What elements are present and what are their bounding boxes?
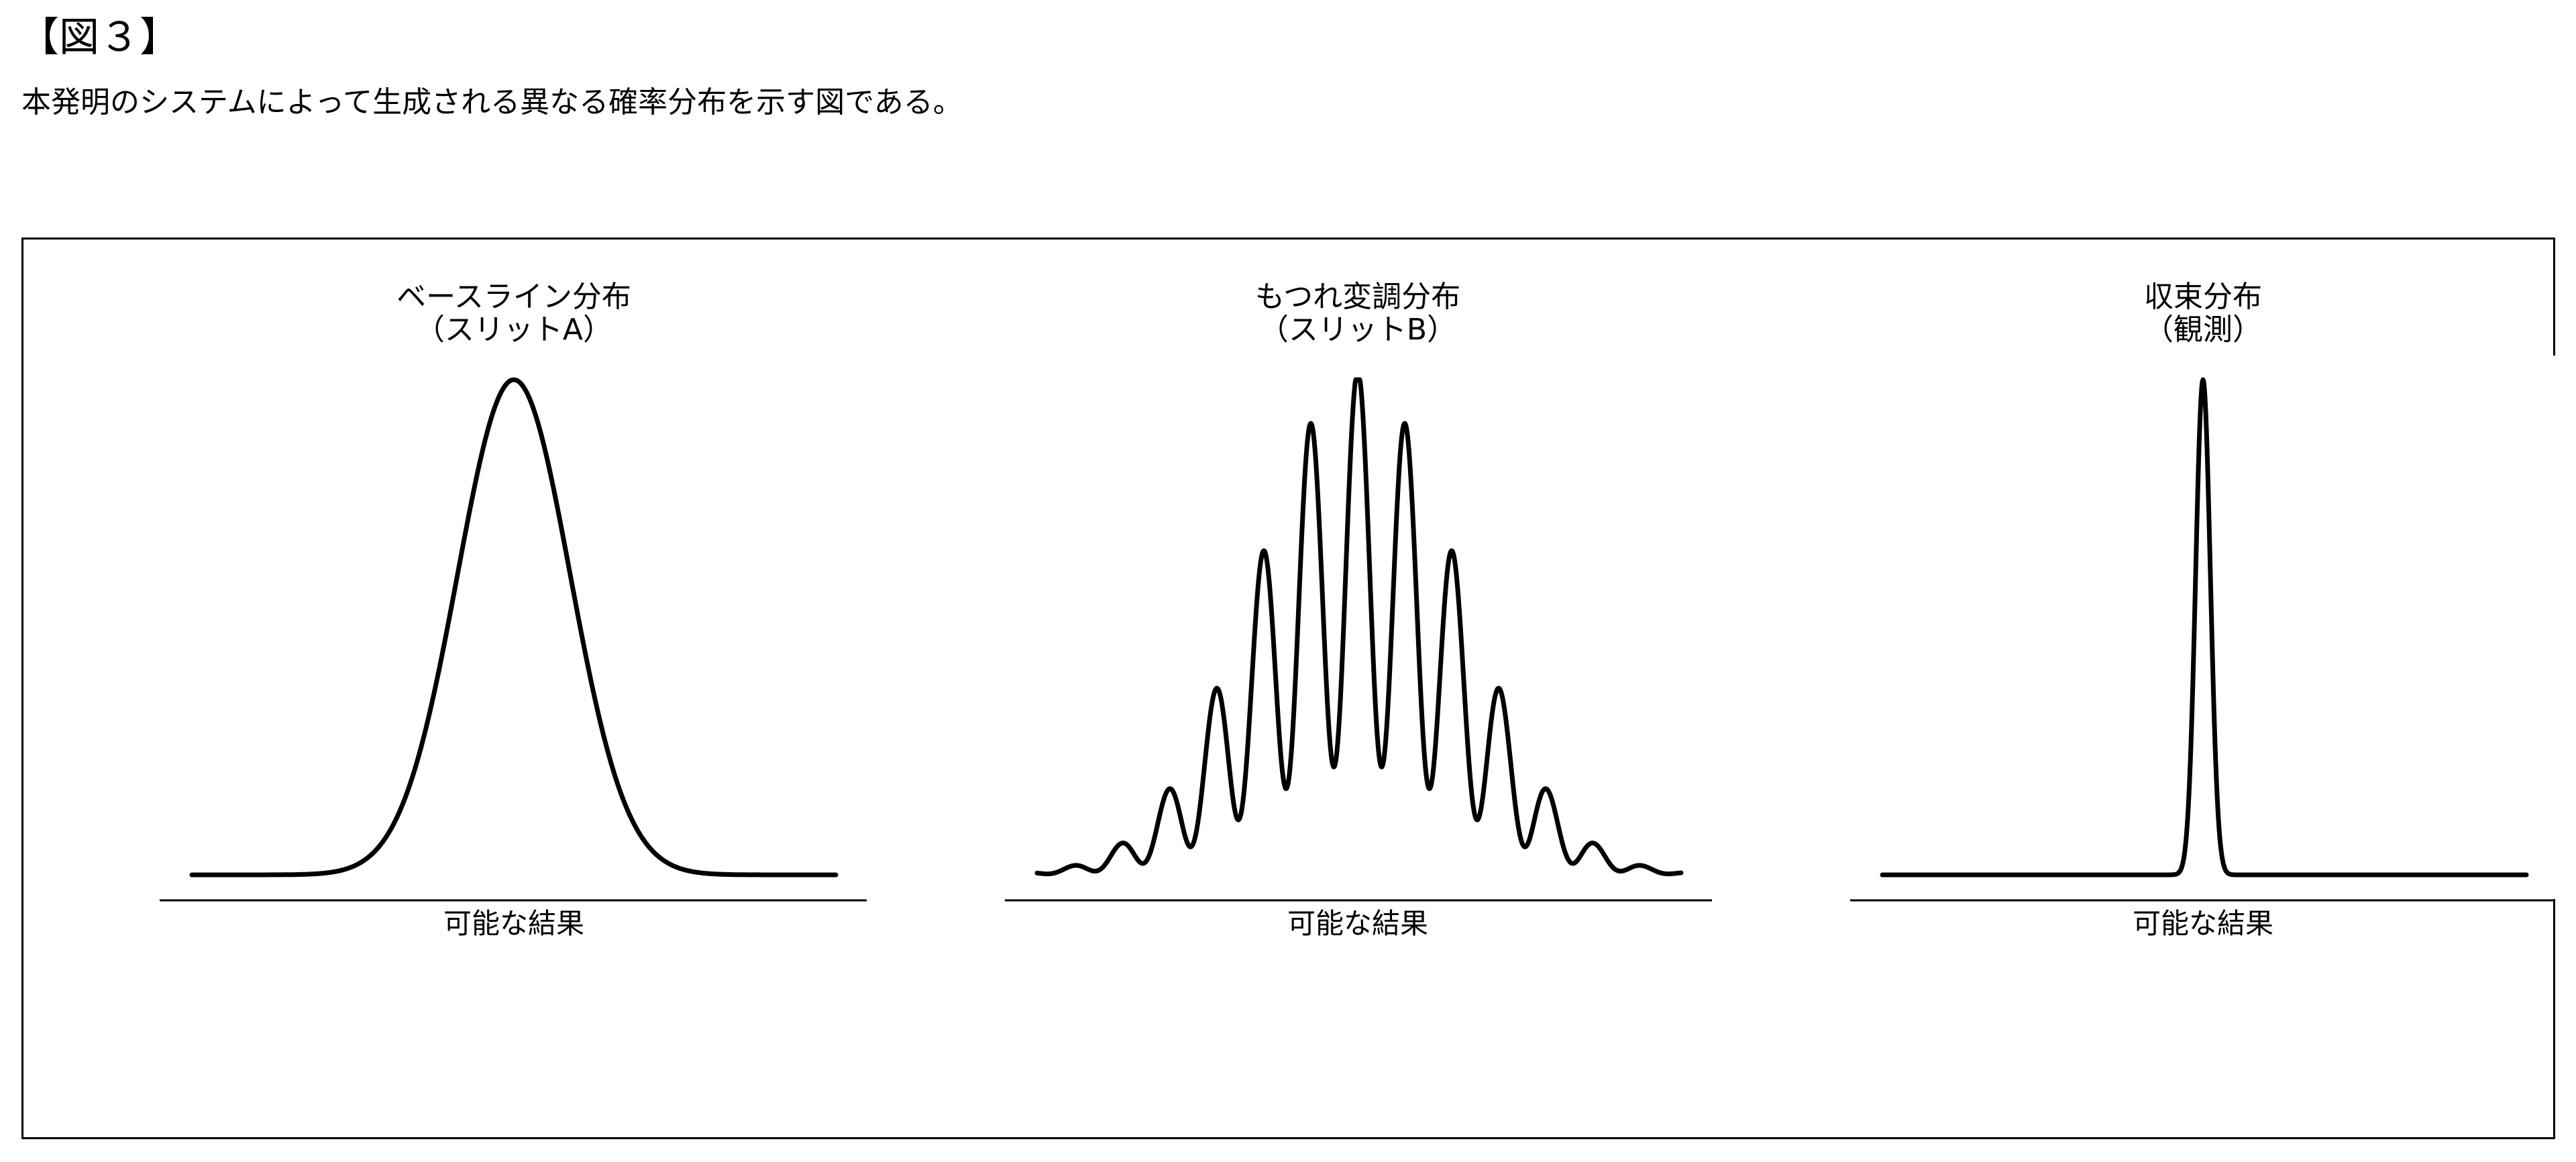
entangled-distribution-curve (1037, 380, 1681, 874)
panel-subtitle-entangled: （スリットB） (1259, 313, 1456, 347)
collapsed-distribution-curve (1882, 380, 2526, 875)
panel-title-baseline: ベースライン分布 (396, 280, 631, 314)
axis-label-entangled: 可能な結果 (1287, 907, 1428, 940)
panel-title-collapsed: 収束分布 (2144, 280, 2262, 314)
panel-subtitle-collapsed: （観測） (2144, 313, 2262, 347)
panel-collapsed: 収束分布 （観測） 可能な結果 (1850, 280, 2555, 940)
panel-entangled: もつれ変調分布 （スリットB） 可能な結果 (1005, 280, 1712, 940)
panel-subtitle-baseline: （スリットA） (415, 313, 612, 347)
baseline-distribution-curve (192, 380, 836, 875)
panel-title-entangled: もつれ変調分布 (1255, 280, 1460, 314)
axis-label-collapsed: 可能な結果 (2133, 907, 2273, 940)
panel-baseline: ベースライン分布 （スリットA） 可能な結果 (160, 280, 867, 940)
axis-label-baseline: 可能な結果 (443, 907, 584, 940)
